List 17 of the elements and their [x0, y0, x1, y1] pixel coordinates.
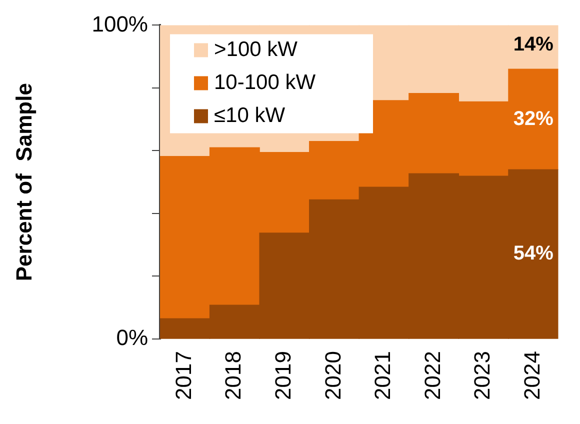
- x-tick-label: 2017: [170, 351, 196, 400]
- x-tick-label: 2021: [370, 351, 396, 400]
- y-axis-title: Percent of Sample: [11, 83, 36, 282]
- y-tick-label: 0%: [116, 325, 148, 350]
- x-tick-label: 2024: [519, 351, 544, 400]
- x-tick-label: 2023: [470, 351, 495, 400]
- data-label: 32%: [513, 108, 554, 130]
- legend-label: 10-100 kW: [214, 70, 316, 94]
- y-tick-label: 100%: [92, 11, 148, 36]
- x-tick-label: 2020: [320, 351, 346, 400]
- legend-label: ≤10 kW: [214, 104, 286, 127]
- data-label: 14%: [513, 34, 554, 56]
- legend-label: >100 kW: [214, 38, 298, 61]
- x-tick-label: 2019: [270, 351, 296, 400]
- x-tick-label: 2018: [220, 351, 246, 400]
- x-tick-label: 2022: [420, 351, 445, 400]
- data-label: 54%: [513, 242, 554, 265]
